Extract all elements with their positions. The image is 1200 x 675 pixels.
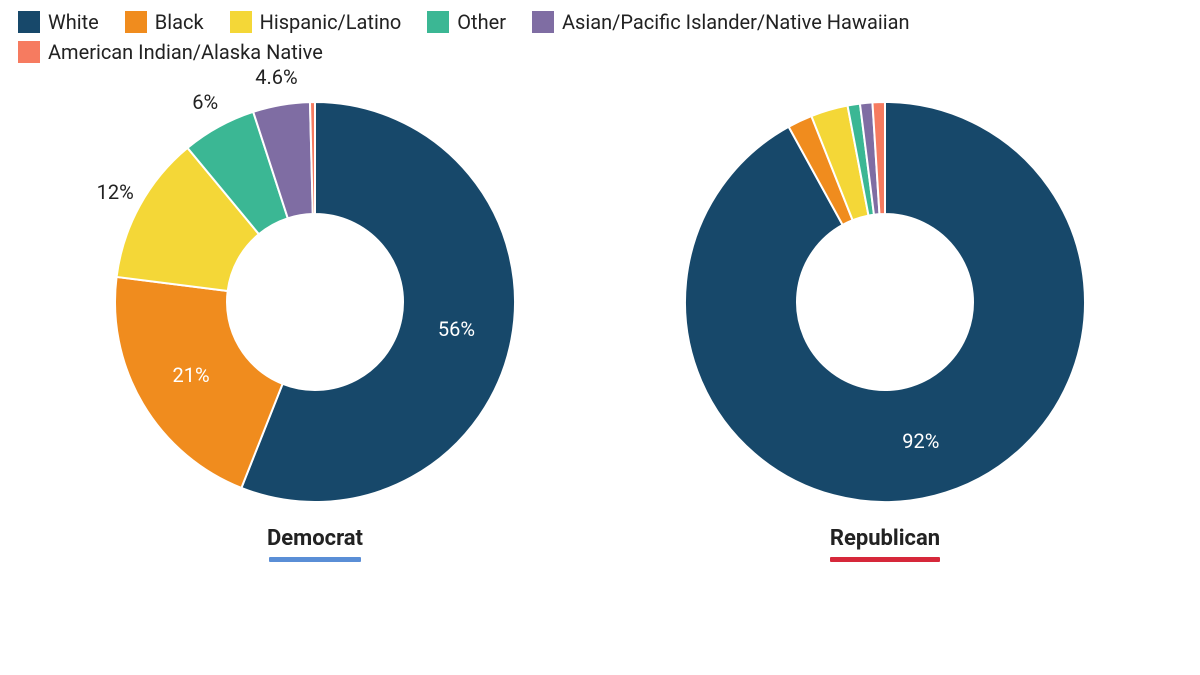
legend-label: Black (155, 10, 204, 34)
legend-item: Other (427, 10, 506, 34)
chart-underline (269, 557, 361, 562)
chart-block: 56%21%12%6%4.6%Democrat (105, 92, 525, 562)
legend-item: American Indian/Alaska Native (18, 40, 323, 64)
legend-item: Black (125, 10, 204, 34)
legend-item: Hispanic/Latino (230, 10, 402, 34)
chart-block: 92% Republican (675, 92, 1095, 562)
donut-svg (105, 92, 525, 512)
donut-chart: 92% (675, 92, 1095, 512)
donut-svg (675, 92, 1095, 512)
slice-label: 6% (192, 90, 218, 114)
chart-title: Republican (830, 526, 940, 551)
donut-chart: 56%21%12%6%4.6% (105, 92, 525, 512)
legend-swatch (427, 11, 449, 33)
legend-label: American Indian/Alaska Native (48, 40, 323, 64)
chart-title: Democrat (267, 526, 363, 551)
legend-swatch (230, 11, 252, 33)
legend-label: Hispanic/Latino (260, 10, 402, 34)
slice-label: 92% (902, 429, 939, 453)
legend-swatch (532, 11, 554, 33)
legend-item: Asian/Pacific Islander/Native Hawaiian (532, 10, 910, 34)
chart-legend: White Black Hispanic/Latino Other Asian/Paci… (0, 0, 1200, 64)
legend-label: Asian/Pacific Islander/Native Hawaiian (562, 10, 910, 34)
legend-label: Other (457, 10, 506, 34)
legend-swatch (18, 41, 40, 63)
slice-label: 56% (438, 317, 475, 341)
slice-label: 12% (97, 180, 134, 204)
slice-label: 4.6% (255, 65, 297, 89)
legend-item: White (18, 10, 99, 34)
chart-underline (830, 557, 940, 562)
legend-label: White (48, 10, 99, 34)
charts-row: 56%21%12%6%4.6%Democrat92%Republican (0, 92, 1200, 562)
slice-label: 21% (172, 363, 209, 387)
legend-swatch (18, 11, 40, 33)
legend-swatch (125, 11, 147, 33)
